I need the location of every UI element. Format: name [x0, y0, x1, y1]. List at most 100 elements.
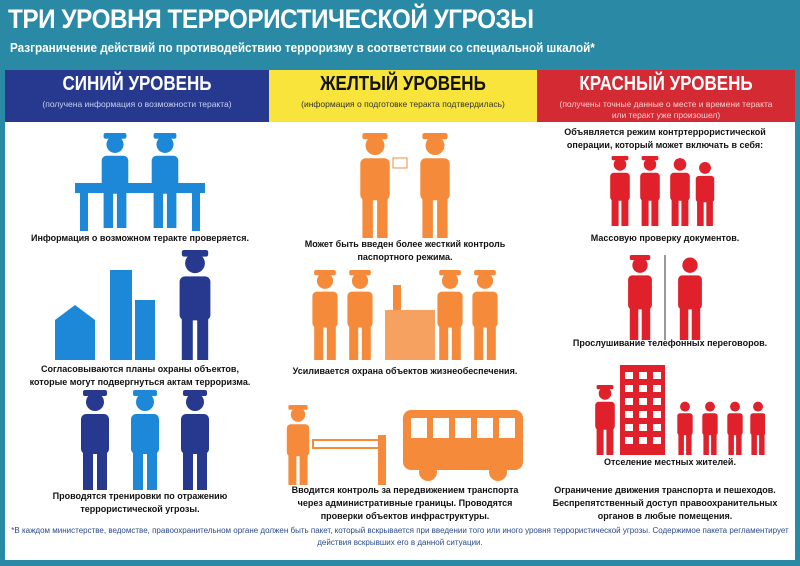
bus-wheel: [489, 463, 507, 481]
person-body: [610, 172, 630, 201]
building-window: [639, 424, 647, 431]
building-window: [653, 385, 661, 392]
person-body: [420, 158, 450, 201]
guarded-factory-icon: [312, 270, 498, 360]
red-level-title: КРАСНЫЙ УРОВЕНЬ: [579, 73, 753, 95]
barrier-post: [378, 435, 386, 485]
person-leg: [691, 307, 701, 340]
desk: [75, 183, 205, 193]
person-head: [680, 401, 690, 412]
chimney: [393, 285, 401, 310]
person-leg: [678, 434, 684, 455]
person-body: [727, 413, 743, 436]
person-figure: [131, 390, 159, 490]
person-head: [365, 136, 385, 156]
red-level-note: (получены точные данные о месте и времен…: [559, 99, 773, 120]
page-subtitle: Разграничение действий по противодействи…: [10, 40, 595, 55]
cap: [629, 255, 651, 261]
building-window: [639, 385, 647, 392]
person-leg: [299, 454, 308, 485]
cap: [596, 385, 614, 390]
person-figure: [610, 156, 630, 226]
red-item-4: Ограничение движения транспорта и пешехо…: [552, 485, 778, 521]
building-window: [625, 411, 633, 418]
person-leg: [679, 307, 689, 340]
person-figure: [640, 156, 660, 226]
person-leg: [116, 191, 127, 228]
officers-at-desk-icon: [75, 133, 205, 231]
building-window: [653, 411, 661, 418]
building-window: [639, 372, 647, 379]
cap: [103, 133, 127, 139]
red-item-2: Прослушивание телефонных переговоров.: [572, 338, 768, 348]
person-body: [81, 414, 109, 454]
person-leg: [197, 452, 207, 490]
barrier-and-bus-icon: [286, 405, 523, 485]
person-head: [705, 401, 715, 412]
barrier: [312, 439, 384, 449]
person-figure: [472, 270, 498, 360]
yellow-level-header: ЖЕЛТЫЙ УРОВЕНЬ (информация о подготовке …: [269, 70, 537, 122]
person-body: [595, 401, 615, 430]
person-leg: [422, 198, 433, 238]
person-leg: [706, 200, 713, 226]
person-leg: [83, 452, 93, 490]
passport-check-icon: [360, 133, 450, 238]
building: [135, 300, 155, 360]
cap: [183, 390, 207, 396]
person-head: [753, 401, 763, 412]
cap: [83, 390, 107, 396]
person-leg: [349, 325, 359, 360]
person-head: [643, 158, 657, 171]
person-leg: [181, 318, 193, 360]
person-figure: [360, 133, 390, 238]
building-window: [653, 372, 661, 379]
buildings-and-guard-icon: [55, 250, 211, 360]
person-head: [730, 401, 740, 412]
building-window: [625, 437, 633, 444]
person-body: [750, 413, 765, 436]
passport: [392, 157, 408, 169]
person-head: [186, 393, 204, 411]
person-leg: [596, 428, 604, 455]
person-leg: [751, 434, 757, 455]
person-leg: [103, 191, 114, 228]
person-head: [290, 407, 306, 422]
cap: [153, 133, 177, 139]
bus-window: [477, 418, 493, 438]
cap: [288, 405, 308, 410]
person-leg: [183, 452, 193, 490]
person-head: [316, 272, 334, 289]
person-body: [670, 172, 690, 201]
person-leg: [703, 434, 709, 455]
building-window: [653, 437, 661, 444]
person-head: [425, 136, 445, 156]
building-window: [625, 385, 633, 392]
desk-leg: [80, 193, 88, 231]
person-leg: [362, 198, 373, 238]
blue-item-1: Информация о возможном теракте проверяет…: [31, 233, 249, 243]
person-leg: [97, 452, 107, 490]
person-figure: [628, 255, 652, 340]
person-leg: [711, 434, 717, 455]
person-leg: [697, 200, 704, 226]
person-body: [702, 413, 718, 436]
person-leg: [314, 325, 324, 360]
person-head: [673, 158, 687, 171]
person-leg: [288, 454, 297, 485]
person-figure: [677, 401, 693, 455]
building: [110, 270, 132, 360]
person-body: [472, 291, 498, 328]
person-leg: [361, 325, 371, 360]
person-figure: [101, 133, 129, 228]
person-leg: [681, 199, 689, 226]
person-body: [131, 414, 159, 454]
factory: [385, 310, 435, 360]
bus-window: [455, 418, 471, 438]
person-figure: [702, 401, 718, 455]
document-check-icon: [610, 156, 715, 226]
building-window: [625, 372, 633, 379]
red-item-1: Массовую проверку документов.: [590, 233, 740, 243]
desk-leg: [192, 193, 200, 231]
cap: [439, 270, 461, 276]
